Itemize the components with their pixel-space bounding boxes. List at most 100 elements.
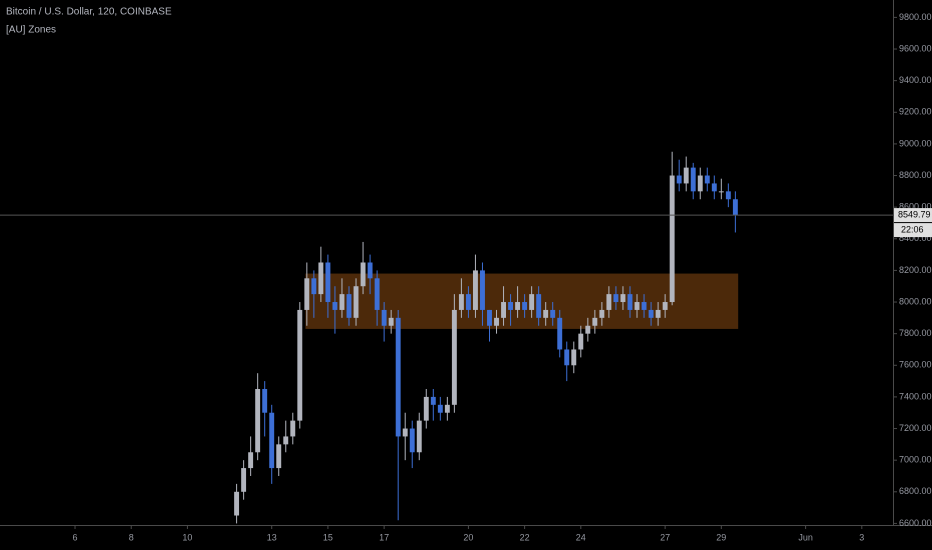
y-tick-label: 7800.00: [899, 328, 932, 338]
candle-body: [529, 294, 535, 310]
candle-body: [494, 317, 499, 326]
candle-body: [592, 317, 598, 326]
candle-body: [430, 396, 436, 405]
indicator-name: [AU] Zones: [6, 25, 56, 36]
candle-body: [550, 309, 556, 318]
candle-body: [662, 302, 668, 310]
candle-body: [627, 294, 633, 310]
candle-body: [655, 309, 661, 318]
candle-body: [241, 468, 247, 492]
candle-body: [262, 389, 268, 413]
x-tick-label: 24: [576, 532, 586, 542]
countdown-box: [894, 223, 932, 238]
candle-body: [304, 278, 310, 310]
candle-body: [536, 294, 542, 318]
candle-body: [676, 175, 682, 184]
candle-body: [669, 175, 675, 303]
y-tick-label: 8400.00: [899, 233, 932, 243]
y-tick-label: 9000.00: [899, 138, 932, 148]
y-tick-label: 8800.00: [899, 170, 932, 180]
candle-body: [634, 302, 640, 310]
candle-body: [732, 199, 738, 216]
x-tick-label: 10: [182, 532, 192, 542]
candle-body: [683, 167, 689, 184]
y-tick-label: 6600.00: [899, 518, 932, 528]
candle-body: [367, 262, 373, 279]
last-price-box: [894, 208, 932, 223]
candle-body: [332, 302, 338, 310]
candle-body: [374, 278, 380, 310]
candle-body: [395, 317, 401, 437]
candle-body: [325, 262, 331, 303]
candle-body: [381, 309, 387, 326]
y-tick-label: 7200.00: [899, 423, 932, 433]
candle-body: [423, 396, 429, 421]
candle-body: [480, 270, 485, 310]
y-tick-label: 7600.00: [899, 360, 932, 370]
y-tick-label: 8200.00: [899, 265, 932, 275]
y-tick-label: 6800.00: [899, 486, 932, 496]
candle-body: [564, 349, 570, 366]
candle-body: [388, 317, 394, 326]
candle-body: [578, 333, 584, 350]
x-tick-label: 13: [267, 532, 277, 542]
countdown-label: 22:06: [901, 224, 924, 234]
x-tick-label: 29: [716, 532, 726, 542]
candle-body: [458, 294, 464, 310]
candle-body: [704, 175, 710, 184]
candle-body: [360, 262, 366, 287]
candle-body: [346, 294, 352, 318]
candle-body: [697, 175, 703, 192]
candle-body: [311, 278, 317, 295]
candle-body: [248, 452, 254, 469]
y-tick-label: 7400.00: [899, 391, 932, 401]
candle-body: [711, 183, 717, 192]
candle-body: [487, 309, 492, 326]
candle-body: [522, 302, 528, 310]
candle-body: [725, 191, 731, 200]
candle-body: [472, 270, 478, 310]
candle-body: [290, 420, 296, 437]
y-tick-label: 8600.00: [899, 202, 932, 212]
x-tick-label: 3: [859, 532, 864, 542]
candle-body: [718, 191, 724, 193]
candle-body: [515, 302, 521, 310]
last-price-label: 8549.79: [898, 209, 931, 219]
y-tick-label: 7000.00: [899, 455, 932, 465]
x-tick-label: Jun: [798, 532, 813, 542]
y-tick-label: 9600.00: [899, 43, 932, 53]
candle-body: [269, 412, 275, 469]
candle-body: [599, 309, 605, 318]
candle-body: [620, 294, 626, 303]
y-tick-label: 9800.00: [899, 12, 932, 22]
x-tick-label: 27: [660, 532, 670, 542]
x-tick-label: 17: [379, 532, 389, 542]
x-tick-label: 6: [73, 532, 78, 542]
candle-body: [283, 436, 289, 445]
candle-body: [690, 167, 696, 192]
candle-body: [444, 404, 450, 413]
y-tick-label: 9200.00: [899, 107, 932, 117]
candle-body: [465, 294, 471, 310]
candle-body: [255, 389, 261, 453]
candle-body: [276, 444, 282, 469]
candle-body: [641, 302, 647, 310]
x-tick-label: 8: [129, 532, 134, 542]
candle-body: [318, 262, 324, 295]
candle-body: [451, 309, 457, 405]
candle-body: [437, 404, 443, 413]
x-tick-label: 22: [520, 532, 530, 542]
candle-body: [353, 286, 359, 318]
candle-body: [543, 309, 549, 318]
candle-body: [402, 428, 408, 437]
candle-body: [606, 294, 612, 310]
candle-body: [339, 294, 345, 310]
x-tick-label: 15: [323, 532, 333, 542]
candle-body: [501, 302, 507, 318]
candle-body: [613, 294, 619, 303]
candle-body: [648, 309, 654, 318]
candle-body: [585, 325, 591, 334]
chart-title: Bitcoin / U.S. Dollar, 120, COINBASE: [6, 7, 172, 18]
candle-body: [508, 302, 514, 310]
